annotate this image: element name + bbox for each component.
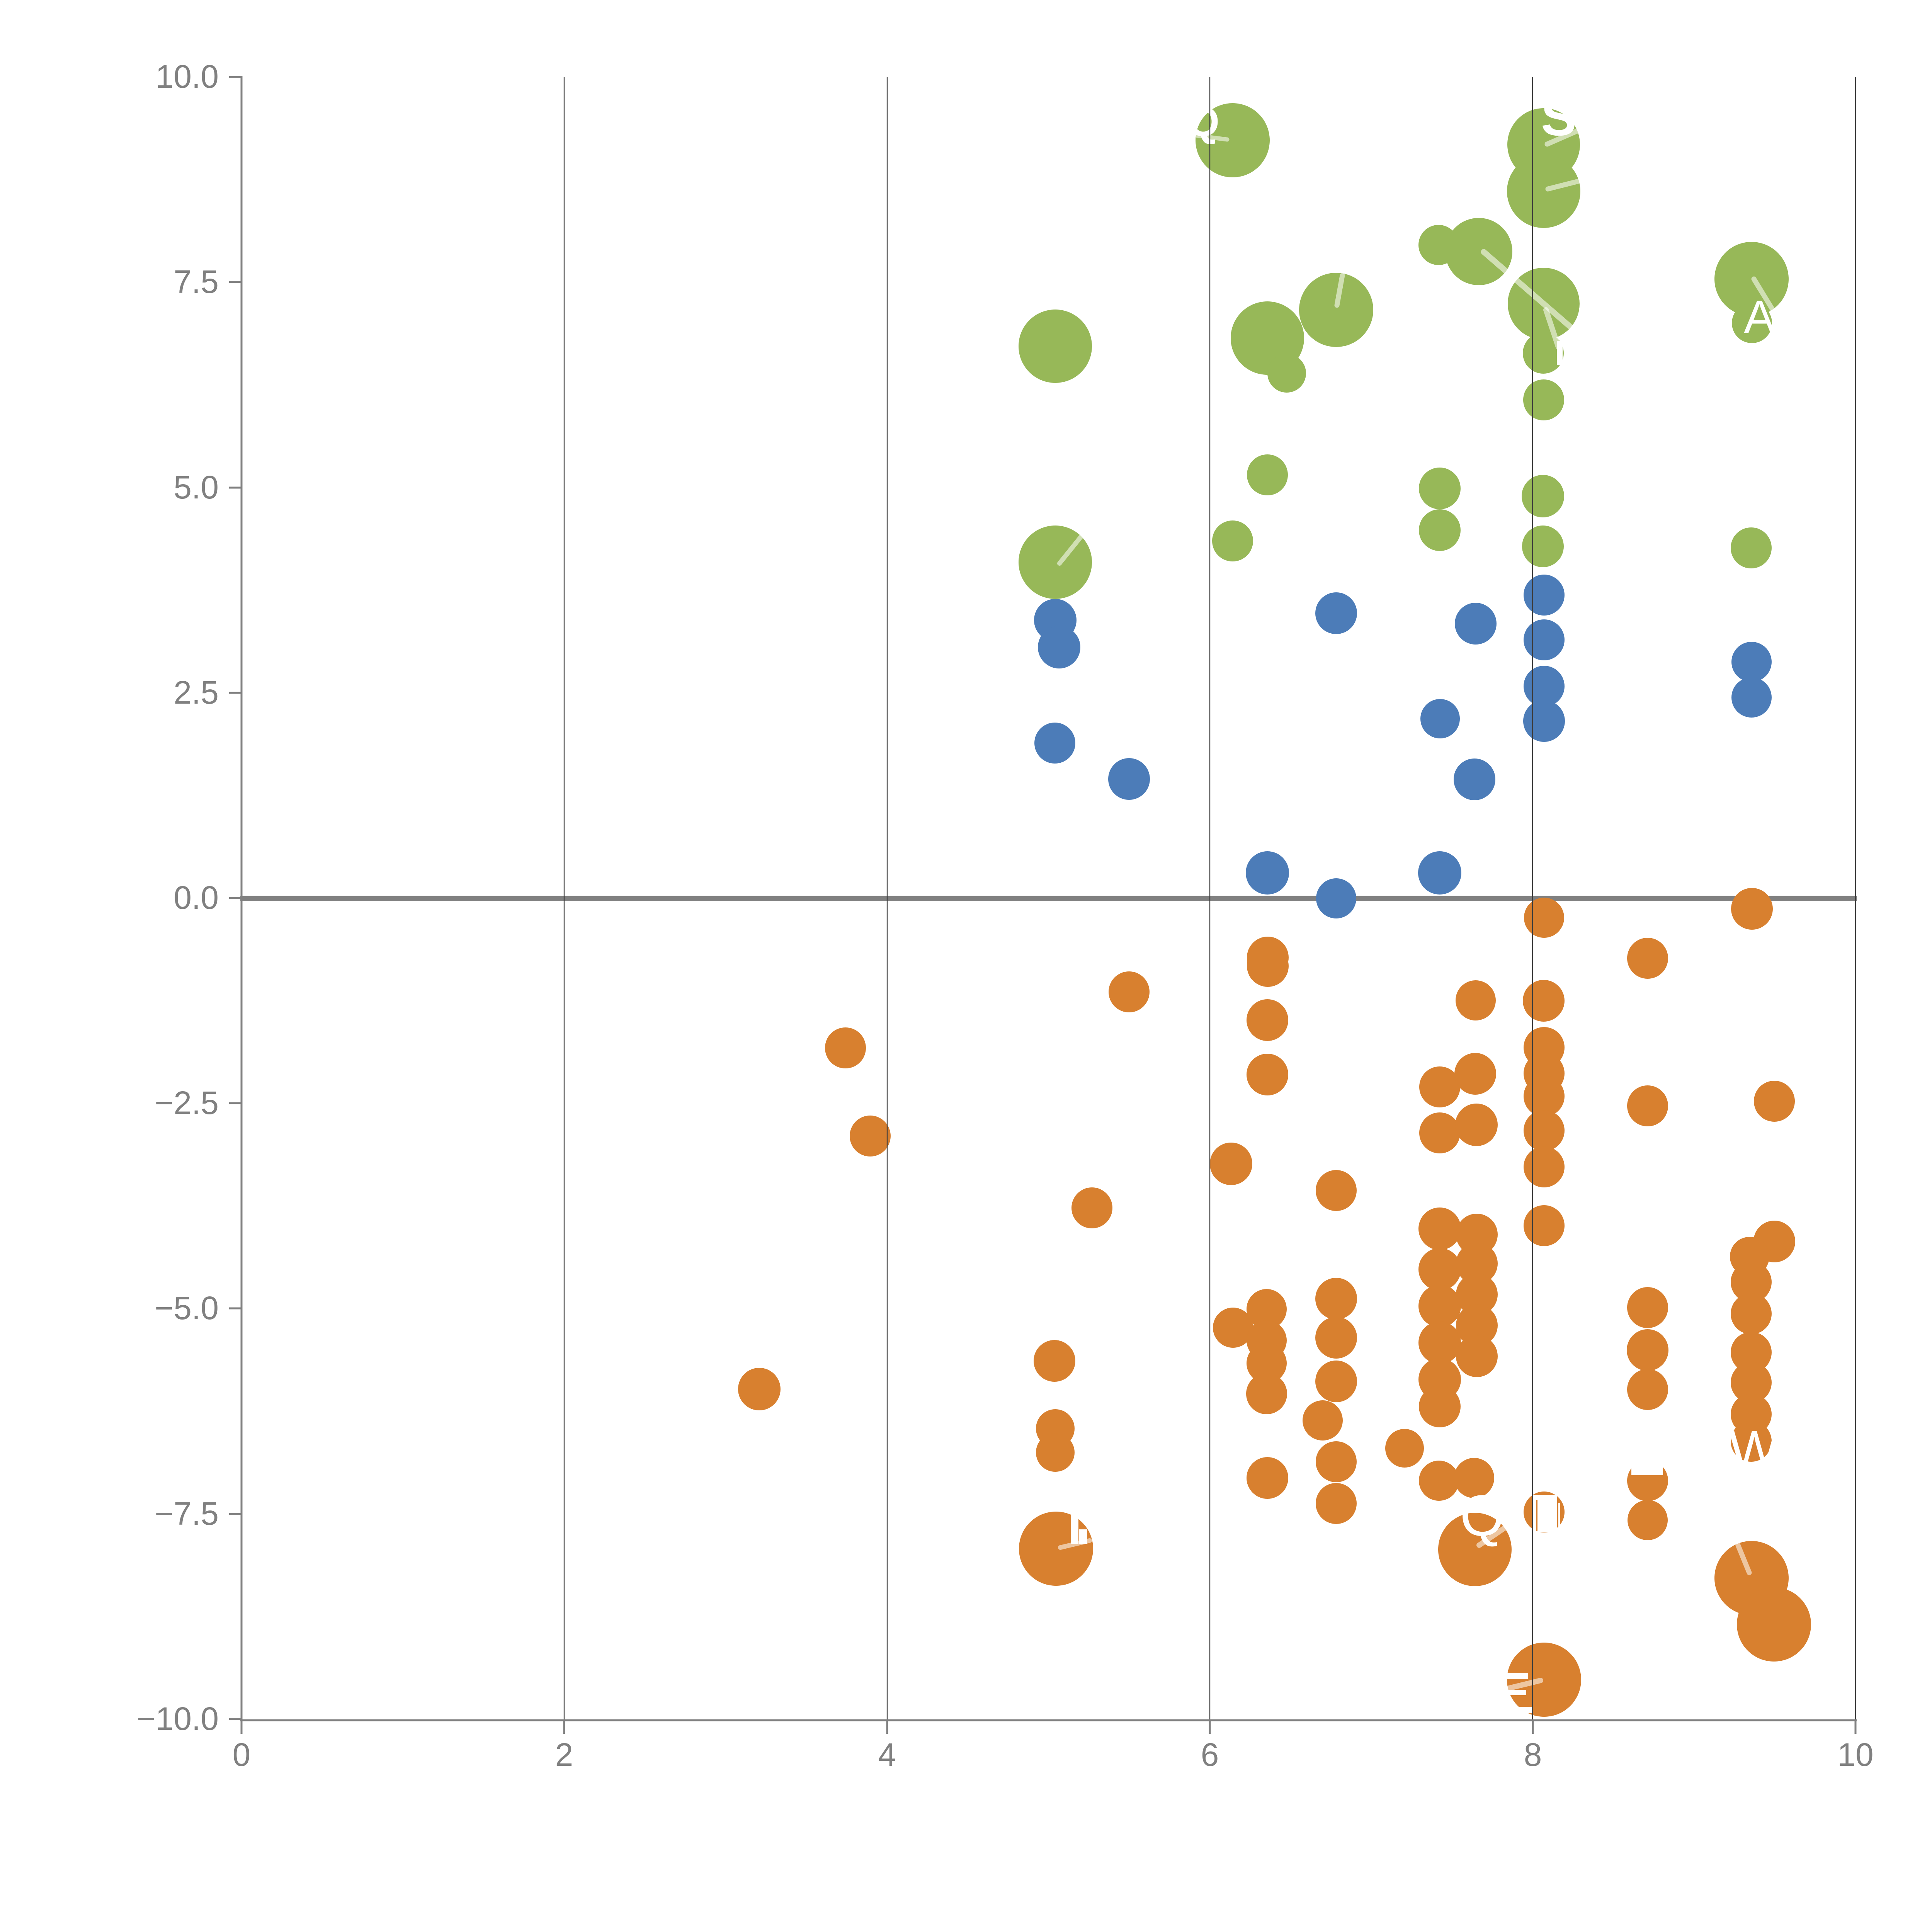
svg-text:8: 8 xyxy=(1524,1736,1542,1773)
svg-text:−5.0: −5.0 xyxy=(155,1290,219,1326)
svg-text:S: S xyxy=(1541,87,1577,147)
svg-text:0: 0 xyxy=(233,1736,251,1773)
svg-text:W: W xyxy=(1729,1419,1780,1480)
svg-text:2: 2 xyxy=(555,1736,573,1773)
svg-text:0.0: 0.0 xyxy=(173,879,219,916)
svg-text:A: A xyxy=(1744,291,1775,343)
svg-text:10.0: 10.0 xyxy=(156,58,219,95)
svg-text:Q: Q xyxy=(1460,1483,1505,1548)
svg-text:4: 4 xyxy=(878,1736,896,1773)
svg-text:Q: Q xyxy=(1187,98,1219,145)
svg-text:−7.5: −7.5 xyxy=(155,1495,219,1532)
svg-text:−2.5: −2.5 xyxy=(155,1085,219,1121)
svg-text:6: 6 xyxy=(1201,1736,1219,1773)
svg-text:−10.0: −10.0 xyxy=(136,1701,219,1737)
svg-text:10: 10 xyxy=(1837,1736,1873,1773)
svg-text:7.5: 7.5 xyxy=(173,264,219,300)
svg-text:2.5: 2.5 xyxy=(173,674,219,711)
svg-text:5.0: 5.0 xyxy=(173,469,219,505)
